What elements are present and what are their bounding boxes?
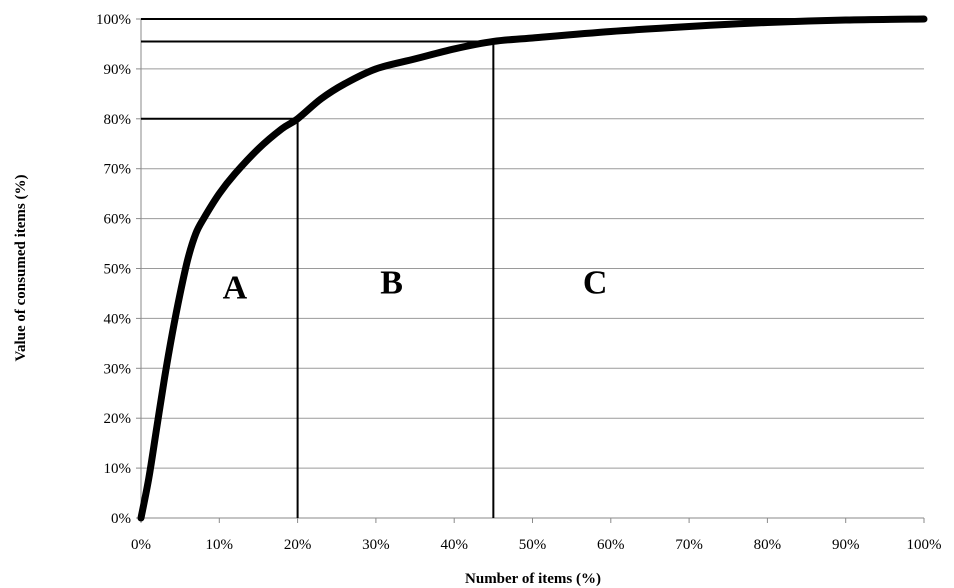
x-tick-label: 30% bbox=[362, 537, 390, 553]
cumulative-curve bbox=[137, 15, 928, 522]
x-tick-label: 90% bbox=[832, 537, 860, 553]
y-tick-label: 0% bbox=[111, 511, 131, 527]
x-tick-label: 80% bbox=[754, 537, 782, 553]
y-tick-label: 80% bbox=[104, 112, 132, 128]
region-label-a: A bbox=[223, 269, 248, 306]
x-tick-label: 60% bbox=[597, 537, 625, 553]
y-tick-label: 30% bbox=[104, 361, 132, 377]
y-tick-label: 90% bbox=[104, 62, 132, 78]
y-tick-label: 70% bbox=[104, 162, 132, 178]
y-tick-label: 60% bbox=[104, 212, 132, 228]
x-tick-label: 50% bbox=[519, 537, 547, 553]
y-axis-title: Value of consumed items (%) bbox=[13, 175, 29, 362]
x-tick-label: 10% bbox=[206, 537, 234, 553]
x-tick-labels: 0% 10% 20% 30% 40% 50% 60% 70% 80% 90% 100% bbox=[131, 537, 942, 553]
region-label-b: B bbox=[380, 264, 403, 301]
region-label-c: C bbox=[583, 264, 608, 301]
x-tick-label: 20% bbox=[284, 537, 312, 553]
y-tick-label: 50% bbox=[104, 262, 132, 278]
axes bbox=[136, 18, 925, 523]
horizontal-gridlines bbox=[141, 18, 924, 469]
x-tick-label: 0% bbox=[131, 537, 151, 553]
region-labels: A B C bbox=[223, 264, 608, 306]
y-tick-label: 100% bbox=[96, 12, 131, 28]
x-tick-label: 70% bbox=[675, 537, 703, 553]
y-tick-label: 40% bbox=[104, 311, 132, 327]
x-tick-label: 40% bbox=[440, 537, 468, 553]
x-axis-title: Number of items (%) bbox=[465, 571, 601, 587]
y-tick-label: 20% bbox=[104, 411, 132, 427]
y-tick-label: 10% bbox=[104, 461, 132, 477]
y-tick-labels: 0% 10% 20% 30% 40% 50% 60% 70% 80% 90% 100% bbox=[96, 12, 131, 527]
x-tick-label: 100% bbox=[907, 537, 942, 553]
